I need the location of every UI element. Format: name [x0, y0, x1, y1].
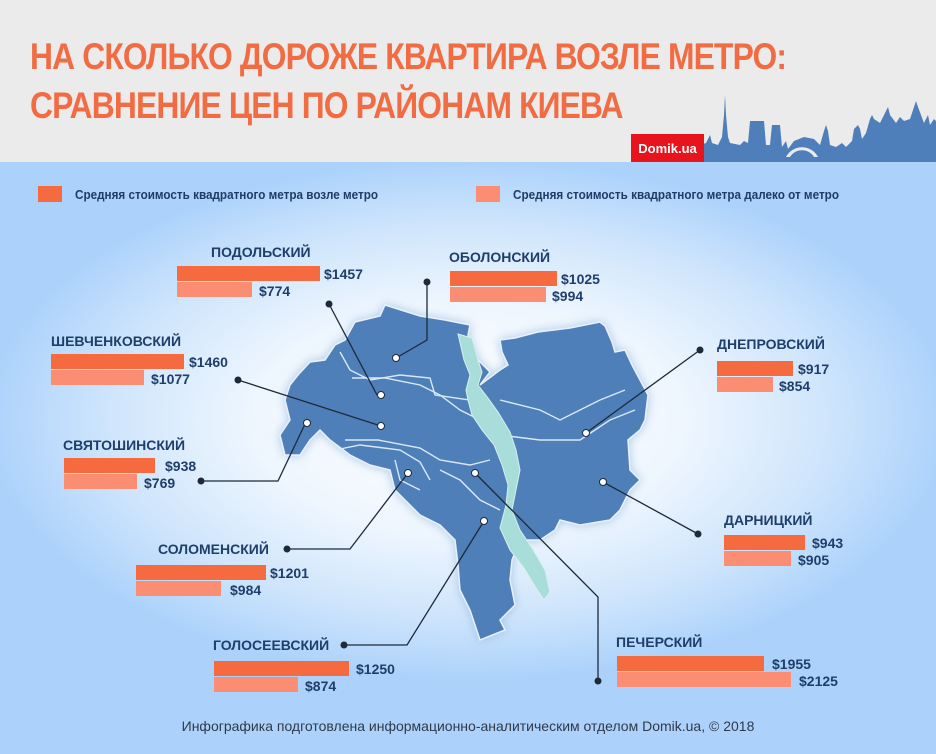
bar-far-metro — [136, 581, 221, 596]
district-name: ДНЕПРОВСКИЙ — [717, 336, 825, 352]
bar-far-metro — [724, 551, 791, 566]
legend-label-near: Средняя стоимость квадратного метра возл… — [75, 186, 379, 202]
value-near-metro: $943 — [812, 535, 844, 551]
district-name: ПЕЧЕРСКИЙ — [616, 634, 703, 650]
district-markers — [303, 354, 607, 525]
district-borders — [334, 351, 636, 511]
value-far-metro: $2125 — [799, 673, 838, 689]
leader-end-dots — [197, 278, 704, 685]
district-name: ГОЛОСЕЕВСКИЙ — [213, 637, 330, 653]
legend-label-far: Средняя стоимость квадратного метра дале… — [513, 186, 839, 202]
bar-near-metro — [64, 458, 155, 473]
bar-near-metro — [717, 361, 793, 376]
title-line-1: НА СКОЛЬКО ДОРОЖЕ КВАРТИРА ВОЗЛЕ МЕТРО: — [30, 36, 787, 77]
bar-far-metro — [617, 672, 791, 687]
value-near-metro: $1460 — [189, 354, 228, 370]
value-near-metro: $1025 — [561, 271, 600, 287]
district-name: ШЕВЧЕНКОВСКИЙ — [51, 333, 182, 349]
value-far-metro: $905 — [798, 552, 830, 568]
footer-credit: Инфографика подготовлена информационно-а… — [181, 718, 755, 734]
domik-logo: Domik.ua — [631, 134, 704, 162]
bar-near-metro — [450, 271, 557, 286]
value-near-metro: $917 — [798, 361, 830, 377]
leader-lines — [201, 282, 701, 681]
bar-near-metro — [136, 565, 266, 580]
bar-far-metro — [717, 377, 773, 392]
bar-near-metro — [617, 656, 764, 671]
value-near-metro: $938 — [165, 458, 197, 474]
bar-near-metro — [214, 661, 349, 676]
legend-swatch-far — [476, 186, 500, 202]
value-far-metro: $769 — [144, 475, 176, 491]
district-name: СОЛОМЕНСКИЙ — [158, 541, 269, 557]
bar-near-metro — [724, 535, 805, 550]
bar-near-metro — [177, 266, 320, 281]
bar-far-metro — [214, 677, 298, 692]
value-far-metro: $774 — [259, 283, 291, 299]
value-near-metro: $1250 — [356, 661, 395, 677]
value-near-metro: $1955 — [772, 656, 811, 672]
value-far-metro: $854 — [779, 378, 811, 394]
district-name: ДАРНИЦКИЙ — [724, 512, 813, 528]
bar-far-metro — [450, 287, 546, 302]
legend-far-metro: Средняя стоимость квадратного метра дале… — [476, 186, 875, 202]
bar-far-metro — [177, 282, 252, 297]
kyiv-skyline-icon — [700, 95, 936, 162]
district-name: ПОДОЛЬСКИЙ — [211, 244, 311, 260]
value-near-metro: $1457 — [324, 266, 363, 282]
title-line-2: СРАВНЕНИЕ ЦЕН ПО РАЙОНАМ КИЕВА — [30, 85, 624, 126]
bar-far-metro — [64, 474, 137, 489]
district-name: ОБОЛОНСКИЙ — [449, 249, 551, 265]
value-far-metro: $874 — [305, 678, 337, 694]
bar-near-metro — [51, 354, 184, 369]
value-far-metro: $994 — [552, 288, 584, 304]
header: НА СКОЛЬКО ДОРОЖЕ КВАРТИРА ВОЗЛЕ МЕТРО: … — [0, 0, 936, 162]
dnipro-river — [457, 333, 551, 601]
legend-swatch-near — [38, 186, 62, 202]
value-far-metro: $984 — [230, 582, 262, 598]
map-shape — [279, 304, 649, 641]
legend-near-metro: Средняя стоимость квадратного метра возл… — [38, 186, 412, 202]
bar-far-metro — [51, 370, 144, 385]
value-far-metro: $1077 — [151, 371, 190, 387]
value-near-metro: $1201 — [270, 565, 309, 581]
district-name: СВЯТОШИНСКИЙ — [63, 437, 186, 453]
